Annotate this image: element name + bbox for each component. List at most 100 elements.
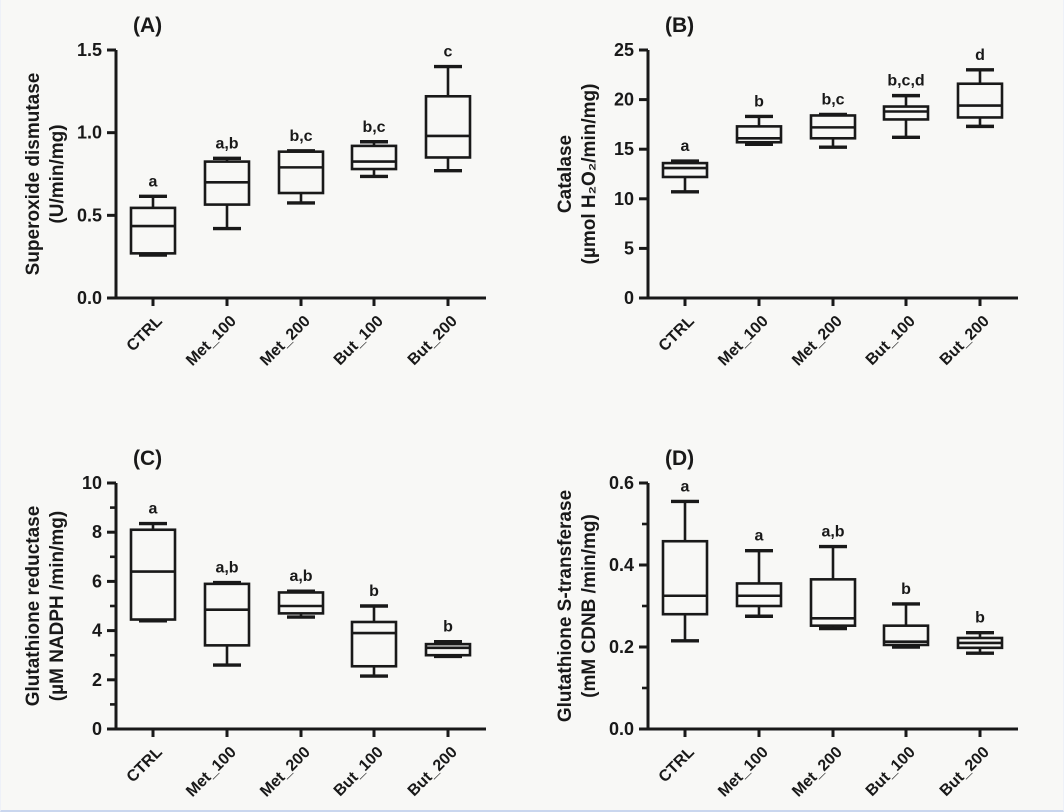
box-plot-ctrl — [129, 194, 177, 257]
category-label: But_200 — [937, 313, 993, 369]
significance-letter: a,b — [289, 568, 312, 585]
category-label: But_100 — [331, 744, 387, 800]
significance-letter: a — [149, 173, 158, 190]
category-label: Met_100 — [183, 744, 240, 801]
iqr-box — [129, 206, 177, 255]
significance-letter: a,b — [821, 524, 844, 541]
y-tick-label: 6 — [92, 571, 102, 591]
y-tick-label: 0.2 — [609, 637, 634, 657]
box-plot-ctrl — [129, 521, 177, 623]
significance-letter: a — [149, 501, 158, 518]
significance-letter: b,c — [821, 91, 844, 108]
category-label: Met_200 — [257, 744, 314, 801]
significance-letter: b,c — [362, 119, 385, 136]
iqr-box — [277, 591, 325, 615]
category-label: CTRL — [124, 313, 166, 355]
significance-letter: b,c — [289, 128, 312, 145]
y-axis-title-line2: (µmol H₂O₂/min/mg) — [579, 84, 600, 265]
y-tick-label: 0.0 — [77, 288, 102, 308]
category-label: But_200 — [937, 744, 993, 800]
y-tick-label: 0.5 — [77, 205, 102, 225]
boxplot-panel-b: (B) Catalase (µmol H₂O₂/min/mg) 0 5 10 15 20 25 C… — [555, 14, 1018, 370]
significance-letter: b — [443, 619, 453, 636]
y-tick-label: 15 — [614, 139, 634, 159]
significance-letter: b,c,d — [887, 73, 924, 90]
box-plot-met_200 — [809, 112, 857, 149]
iqr-box — [661, 539, 709, 616]
box-plot-met_100 — [203, 156, 251, 231]
panel-c-glutathione-reductase: (C) Glutathione reductase (µM NADPH /min/m… — [1, 406, 533, 812]
box-plot-but_100 — [882, 602, 930, 649]
box-plot-met_100 — [735, 114, 783, 146]
y-axis-title-line2: (mM CDNB /min/mg) — [579, 514, 600, 698]
box-plot-met_100 — [735, 548, 783, 618]
panel-d-glutathione-s-transferase: (D) Glutathione S-transferase (mM CDNB /mi… — [533, 406, 1064, 812]
category-label: CTRL — [124, 744, 166, 786]
category-label: But_100 — [331, 313, 387, 369]
y-tick-label: 0 — [92, 719, 102, 739]
y-axis-title-line1: Glutathione reductase — [23, 506, 44, 707]
panel-label: (B) — [665, 14, 694, 37]
significance-letter: b — [369, 583, 379, 600]
boxplot-panel-a: (A) Superoxide dismutase (U/min/mg) 0.0 0.5 1… — [23, 14, 486, 370]
panel-label: (A) — [133, 14, 162, 37]
y-tick-label: 10 — [614, 189, 634, 209]
box-plot-but_200 — [424, 639, 472, 659]
y-tick-label: 1.5 — [77, 40, 102, 60]
iqr-box — [350, 620, 398, 668]
y-tick-label: 10 — [82, 473, 102, 493]
iqr-box — [882, 105, 930, 121]
y-tick-label: 20 — [614, 90, 634, 110]
category-label: But_100 — [863, 313, 919, 369]
category-label: But_100 — [863, 744, 919, 800]
significance-letter: c — [444, 44, 453, 61]
significance-letter: a — [755, 528, 764, 545]
category-label: But_200 — [405, 313, 461, 369]
y-axis-title-line1: Glutathione S-transferase — [555, 490, 576, 722]
iqr-box — [882, 624, 930, 647]
iqr-box — [956, 82, 1004, 119]
y-tick-label: 0.6 — [609, 473, 634, 493]
panel-label: (D) — [665, 447, 694, 470]
category-label: Met_100 — [715, 744, 772, 801]
box-plot-ctrl — [661, 159, 709, 194]
category-label: CTRL — [656, 744, 698, 786]
significance-letter: d — [975, 47, 985, 64]
y-axis-title-line1: Superoxide dismutase — [23, 73, 44, 276]
box-plot-but_100 — [882, 93, 930, 139]
category-label: Met_200 — [789, 313, 846, 370]
iqr-box — [203, 582, 251, 647]
box-plot-but_200 — [956, 630, 1004, 655]
box-plot-but_200 — [424, 64, 472, 173]
panel-a-superoxide-dismutase: (A) Superoxide dismutase (U/min/mg) 0.0 0.5 1… — [1, 0, 533, 406]
iqr-box — [350, 144, 398, 171]
category-label: Met_200 — [789, 744, 846, 801]
category-label: Met_200 — [257, 313, 314, 370]
iqr-box — [424, 94, 472, 159]
y-tick-label: 25 — [614, 40, 634, 60]
y-tick-label: 0.4 — [609, 555, 634, 575]
significance-letter: a — [681, 138, 690, 155]
y-axis-title-line1: Catalase — [555, 135, 576, 213]
iqr-box — [277, 150, 325, 195]
iqr-box — [735, 125, 783, 144]
iqr-box — [129, 528, 177, 621]
box-plot-but_100 — [350, 140, 398, 179]
significance-letter: b — [975, 610, 985, 627]
significance-letter: a — [681, 478, 690, 495]
category-label: CTRL — [656, 313, 698, 355]
y-tick-label: 5 — [624, 238, 634, 258]
box-plot-but_200 — [956, 68, 1004, 129]
y-tick-label: 1.0 — [77, 123, 102, 143]
box-plot-met_200 — [277, 589, 325, 619]
significance-letter: a,b — [215, 135, 238, 152]
y-tick-label: 0.0 — [609, 719, 634, 739]
category-label: Met_100 — [715, 313, 772, 370]
panel-b-catalase: (B) Catalase (µmol H₂O₂/min/mg) 0 5 10 15 20 25 C… — [533, 0, 1064, 406]
significance-letter: a,b — [215, 560, 238, 577]
y-tick-label: 4 — [92, 621, 102, 641]
y-tick-label: 8 — [92, 522, 102, 542]
y-tick-label: 2 — [92, 670, 102, 690]
iqr-box — [424, 642, 472, 657]
